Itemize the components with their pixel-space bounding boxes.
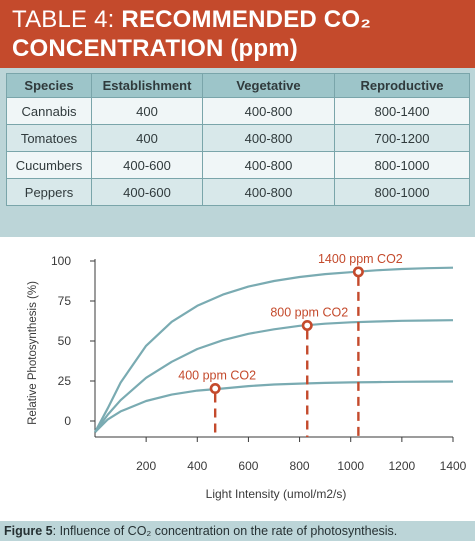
- reference-point-label: 800 ppm CO2: [270, 305, 348, 319]
- y-axis-label: Relative Photosynthesis (%): [27, 281, 39, 425]
- chart-curves: [94, 266, 454, 433]
- chart-axes: 200 400 600 800 1000 1200 1400 0 25 50 75 100: [51, 254, 467, 473]
- reference-point-marker: [209, 383, 221, 395]
- table-cell: Peppers: [6, 178, 92, 206]
- column-header-reproductive: Reproductive: [334, 73, 470, 98]
- y-tick-label: 0: [64, 414, 71, 428]
- chart-markers: 400 ppm CO2 800 ppm CO2 1400 ppm CO2: [178, 252, 403, 437]
- column-header-vegetative: Vegetative: [202, 73, 335, 98]
- x-tick-label: 600: [238, 459, 258, 473]
- table-cell: 400-800: [202, 151, 335, 179]
- column-header-establishment: Establishment: [91, 73, 203, 98]
- co2-recommendation-table: Species Establishment Vegetative Reprodu…: [6, 73, 470, 206]
- reference-point-marker: [301, 319, 313, 331]
- reference-point-label: 1400 ppm CO2: [318, 252, 403, 266]
- table-row: Cucumbers 400-600 400-800 800-1000: [6, 151, 470, 179]
- y-tick-label: 50: [58, 334, 72, 348]
- chart-panel: 200 400 600 800 1000 1200 1400 0 25 50 75 100 400 p…: [0, 237, 475, 521]
- table-cell: 400-800: [202, 124, 335, 152]
- table-cell: 400: [91, 97, 203, 125]
- table-title-main: RECOMMENDED CO₂: [121, 6, 372, 33]
- table-cell: 400-800: [202, 97, 335, 125]
- table-title-bar: TABLE 4: RECOMMENDED CO₂ CONCENTRATION (…: [0, 0, 475, 68]
- y-tick-label: 25: [58, 374, 72, 388]
- table-row: Tomatoes 400 400-800 700-1200: [6, 124, 470, 152]
- series-curve: [94, 319, 454, 433]
- x-axis-label: Light Intensity (umol/m2/s): [206, 487, 347, 501]
- reference-point-marker: [352, 266, 364, 278]
- table-cell: Tomatoes: [6, 124, 92, 152]
- table-title-line-2: CONCENTRATION (ppm): [12, 35, 298, 62]
- table-cell: 400: [91, 124, 203, 152]
- table-cell: 400-600: [91, 151, 203, 179]
- table-cell: 800-1000: [334, 178, 470, 206]
- x-tick-label: 800: [290, 459, 310, 473]
- table-cell: 800-1000: [334, 151, 470, 179]
- table-cell: 400-600: [91, 178, 203, 206]
- x-tick-label: 1400: [440, 459, 467, 473]
- table-header-row: Species Establishment Vegetative Reprodu…: [6, 73, 470, 98]
- x-tick-label: 1200: [389, 459, 416, 473]
- y-tick-label: 75: [58, 294, 72, 308]
- table-cell: 700-1200: [334, 124, 470, 152]
- table-row: Cannabis 400 400-800 800-1400: [6, 97, 470, 125]
- series-curve: [94, 266, 454, 433]
- series-curve: [94, 380, 454, 433]
- x-tick-label: 200: [136, 459, 156, 473]
- x-tick-label: 1000: [337, 459, 364, 473]
- table-row: Peppers 400-600 400-800 800-1000: [6, 178, 470, 206]
- y-tick-label: 100: [51, 254, 71, 268]
- table-title-line-1: TABLE 4: RECOMMENDED CO₂: [12, 5, 463, 34]
- x-tick-label: 400: [187, 459, 207, 473]
- reference-point-label: 400 ppm CO2: [178, 369, 256, 383]
- figure-caption-label: Figure 5: [4, 524, 53, 538]
- column-header-species: Species: [6, 73, 92, 98]
- table-cell: Cannabis: [6, 97, 92, 125]
- table-title-prefix: TABLE 4:: [12, 6, 122, 33]
- table-cell: Cucumbers: [6, 151, 92, 179]
- table-cell: 800-1400: [334, 97, 470, 125]
- figure-caption-text: : Influence of CO₂ concentration on the …: [52, 524, 398, 538]
- figure-caption: Figure 5: Influence of CO₂ concentration…: [4, 524, 475, 538]
- table-cell: 400-800: [202, 178, 335, 206]
- photosynthesis-chart: 200 400 600 800 1000 1200 1400 0 25 50 75 100 400 p…: [27, 252, 467, 501]
